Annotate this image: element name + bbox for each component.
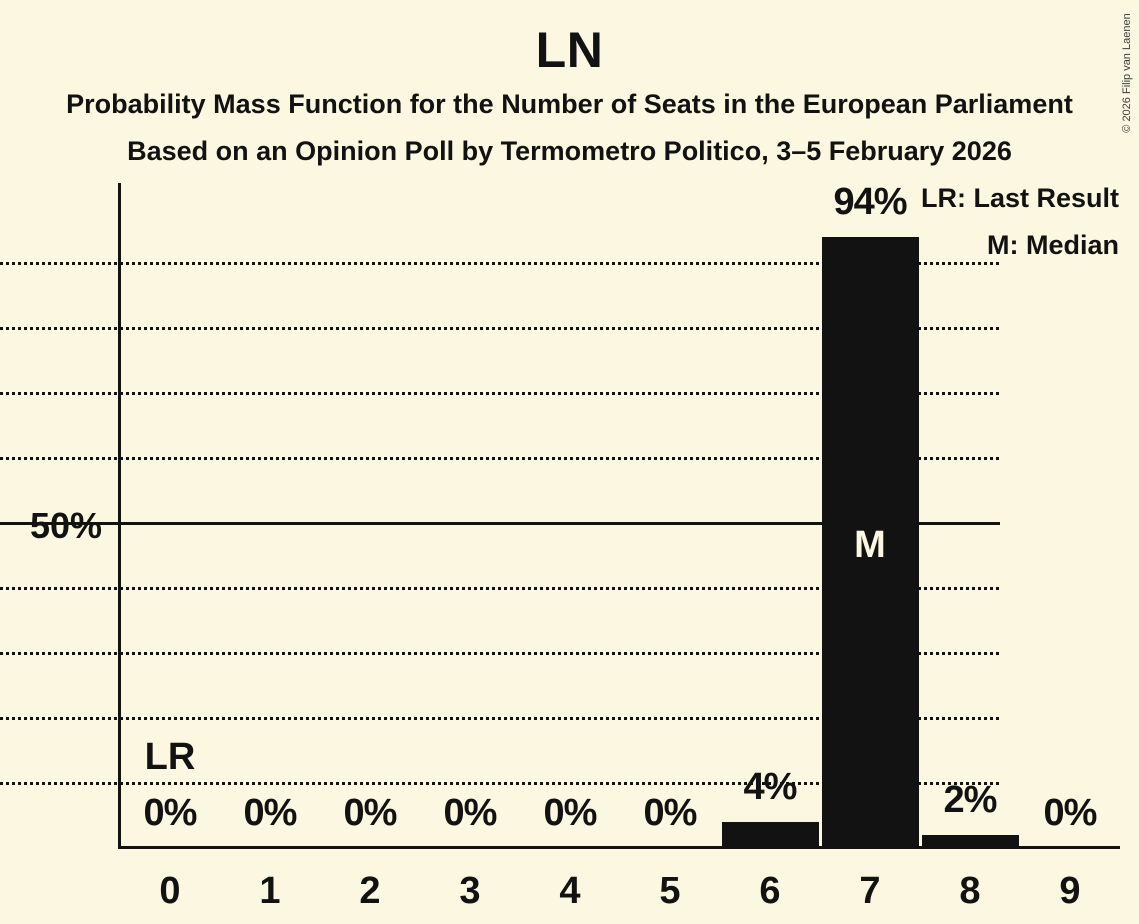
gridline-dotted-20 — [0, 717, 1000, 720]
x-axis-tick-label: 3 — [459, 870, 481, 912]
chart-subtitle: Probability Mass Function for the Number… — [66, 89, 1073, 119]
chart-title: LN — [535, 22, 604, 78]
bar-value-label: 0% — [643, 792, 698, 834]
gridline-dotted-70 — [0, 392, 1000, 395]
bar-value-label: 0% — [443, 792, 498, 834]
gridline-dotted-30 — [0, 652, 1000, 655]
median-marker: M — [854, 524, 886, 566]
x-axis-tick-label: 1 — [259, 870, 281, 912]
plot-area — [120, 183, 1120, 848]
bar-seat-6 — [721, 822, 819, 848]
legend-median: M: Median — [987, 230, 1119, 260]
x-axis-tick-label: 6 — [759, 870, 781, 912]
bar-value-label: 0% — [243, 792, 298, 834]
x-axis-tick-label: 8 — [959, 870, 981, 912]
last-result-marker: LR — [144, 736, 196, 778]
gridline-dotted-60 — [0, 457, 1000, 460]
chart-subsubtitle: Based on an Opinion Poll by Termometro P… — [127, 136, 1012, 166]
x-axis-tick-label: 0 — [159, 870, 181, 912]
x-axis-tick-label: 9 — [1059, 870, 1081, 912]
bar-value-label: 0% — [143, 792, 198, 834]
x-axis-tick-label: 5 — [659, 870, 681, 912]
copyright-notice: © 2026 Filip van Laenen — [1121, 13, 1133, 133]
gridline-dotted-90 — [0, 262, 1000, 265]
x-axis-line — [118, 846, 1120, 849]
bar-value-label: 0% — [343, 792, 398, 834]
gridline-dotted-10 — [0, 782, 1000, 785]
legend-last-result: LR: Last Result — [920, 183, 1119, 213]
bar-seat-8 — [921, 835, 1019, 848]
x-axis-tick-label: 2 — [359, 870, 381, 912]
x-axis-tick-label: 7 — [859, 870, 881, 912]
bar-value-label: 4% — [743, 766, 798, 808]
bar-value-label: 0% — [543, 792, 598, 834]
bar-value-label: 94% — [833, 181, 907, 223]
y-axis-tick-label-50: 50% — [29, 505, 102, 546]
gridline-dotted-40 — [0, 587, 1000, 590]
gridline-dotted-80 — [0, 327, 1000, 330]
x-axis-tick-label: 4 — [559, 870, 581, 912]
bar-value-label: 0% — [1043, 792, 1098, 834]
y-axis-line — [118, 183, 121, 849]
bar-seat-7 — [821, 237, 919, 848]
bar-value-label: 2% — [943, 779, 998, 821]
gridline-solid-50 — [0, 522, 1000, 525]
